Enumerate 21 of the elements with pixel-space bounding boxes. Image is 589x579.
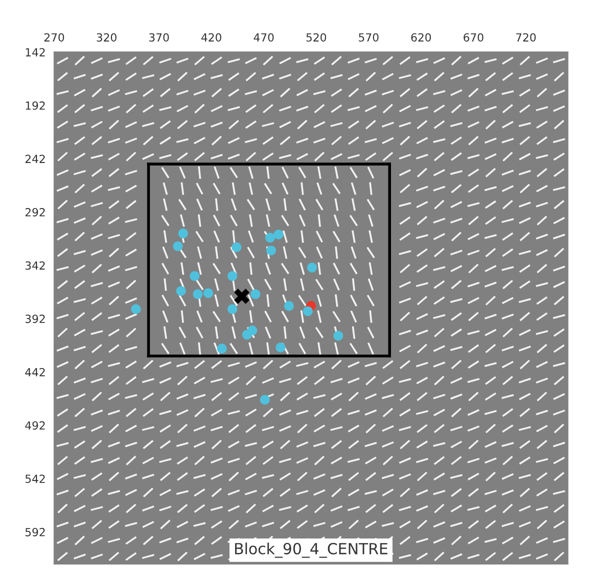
y-tick-label: 442 [25,368,45,376]
y-tick-label: 242 [25,154,45,163]
y-tick-label: 542 [26,474,45,484]
annotation: Block_90_4_CENTRE [235,542,388,558]
y-tick-label: 392 [25,314,45,324]
y-tick-label: 192 [26,101,45,110]
x-tick-label: 670 [464,33,484,42]
x-tick-label: 470 [254,33,274,42]
y-tick-label: 292 [25,208,45,216]
y-tick-label: 592 [26,528,45,536]
x-tick-label: 320 [96,33,116,42]
x-tick-label: 570 [358,33,379,42]
x-tick-label: 520 [306,33,326,42]
y-tick-label: 342 [25,261,45,270]
y-tick-label: 492 [25,421,45,430]
x-tick-label: 370 [149,33,169,42]
x-tick-label: 270 [44,33,64,42]
x-tick-label: 420 [201,33,222,42]
x-tick-label: 620 [411,33,431,42]
y-tick-label: 142 [26,48,45,56]
x-tick-label: 720 [516,33,536,42]
